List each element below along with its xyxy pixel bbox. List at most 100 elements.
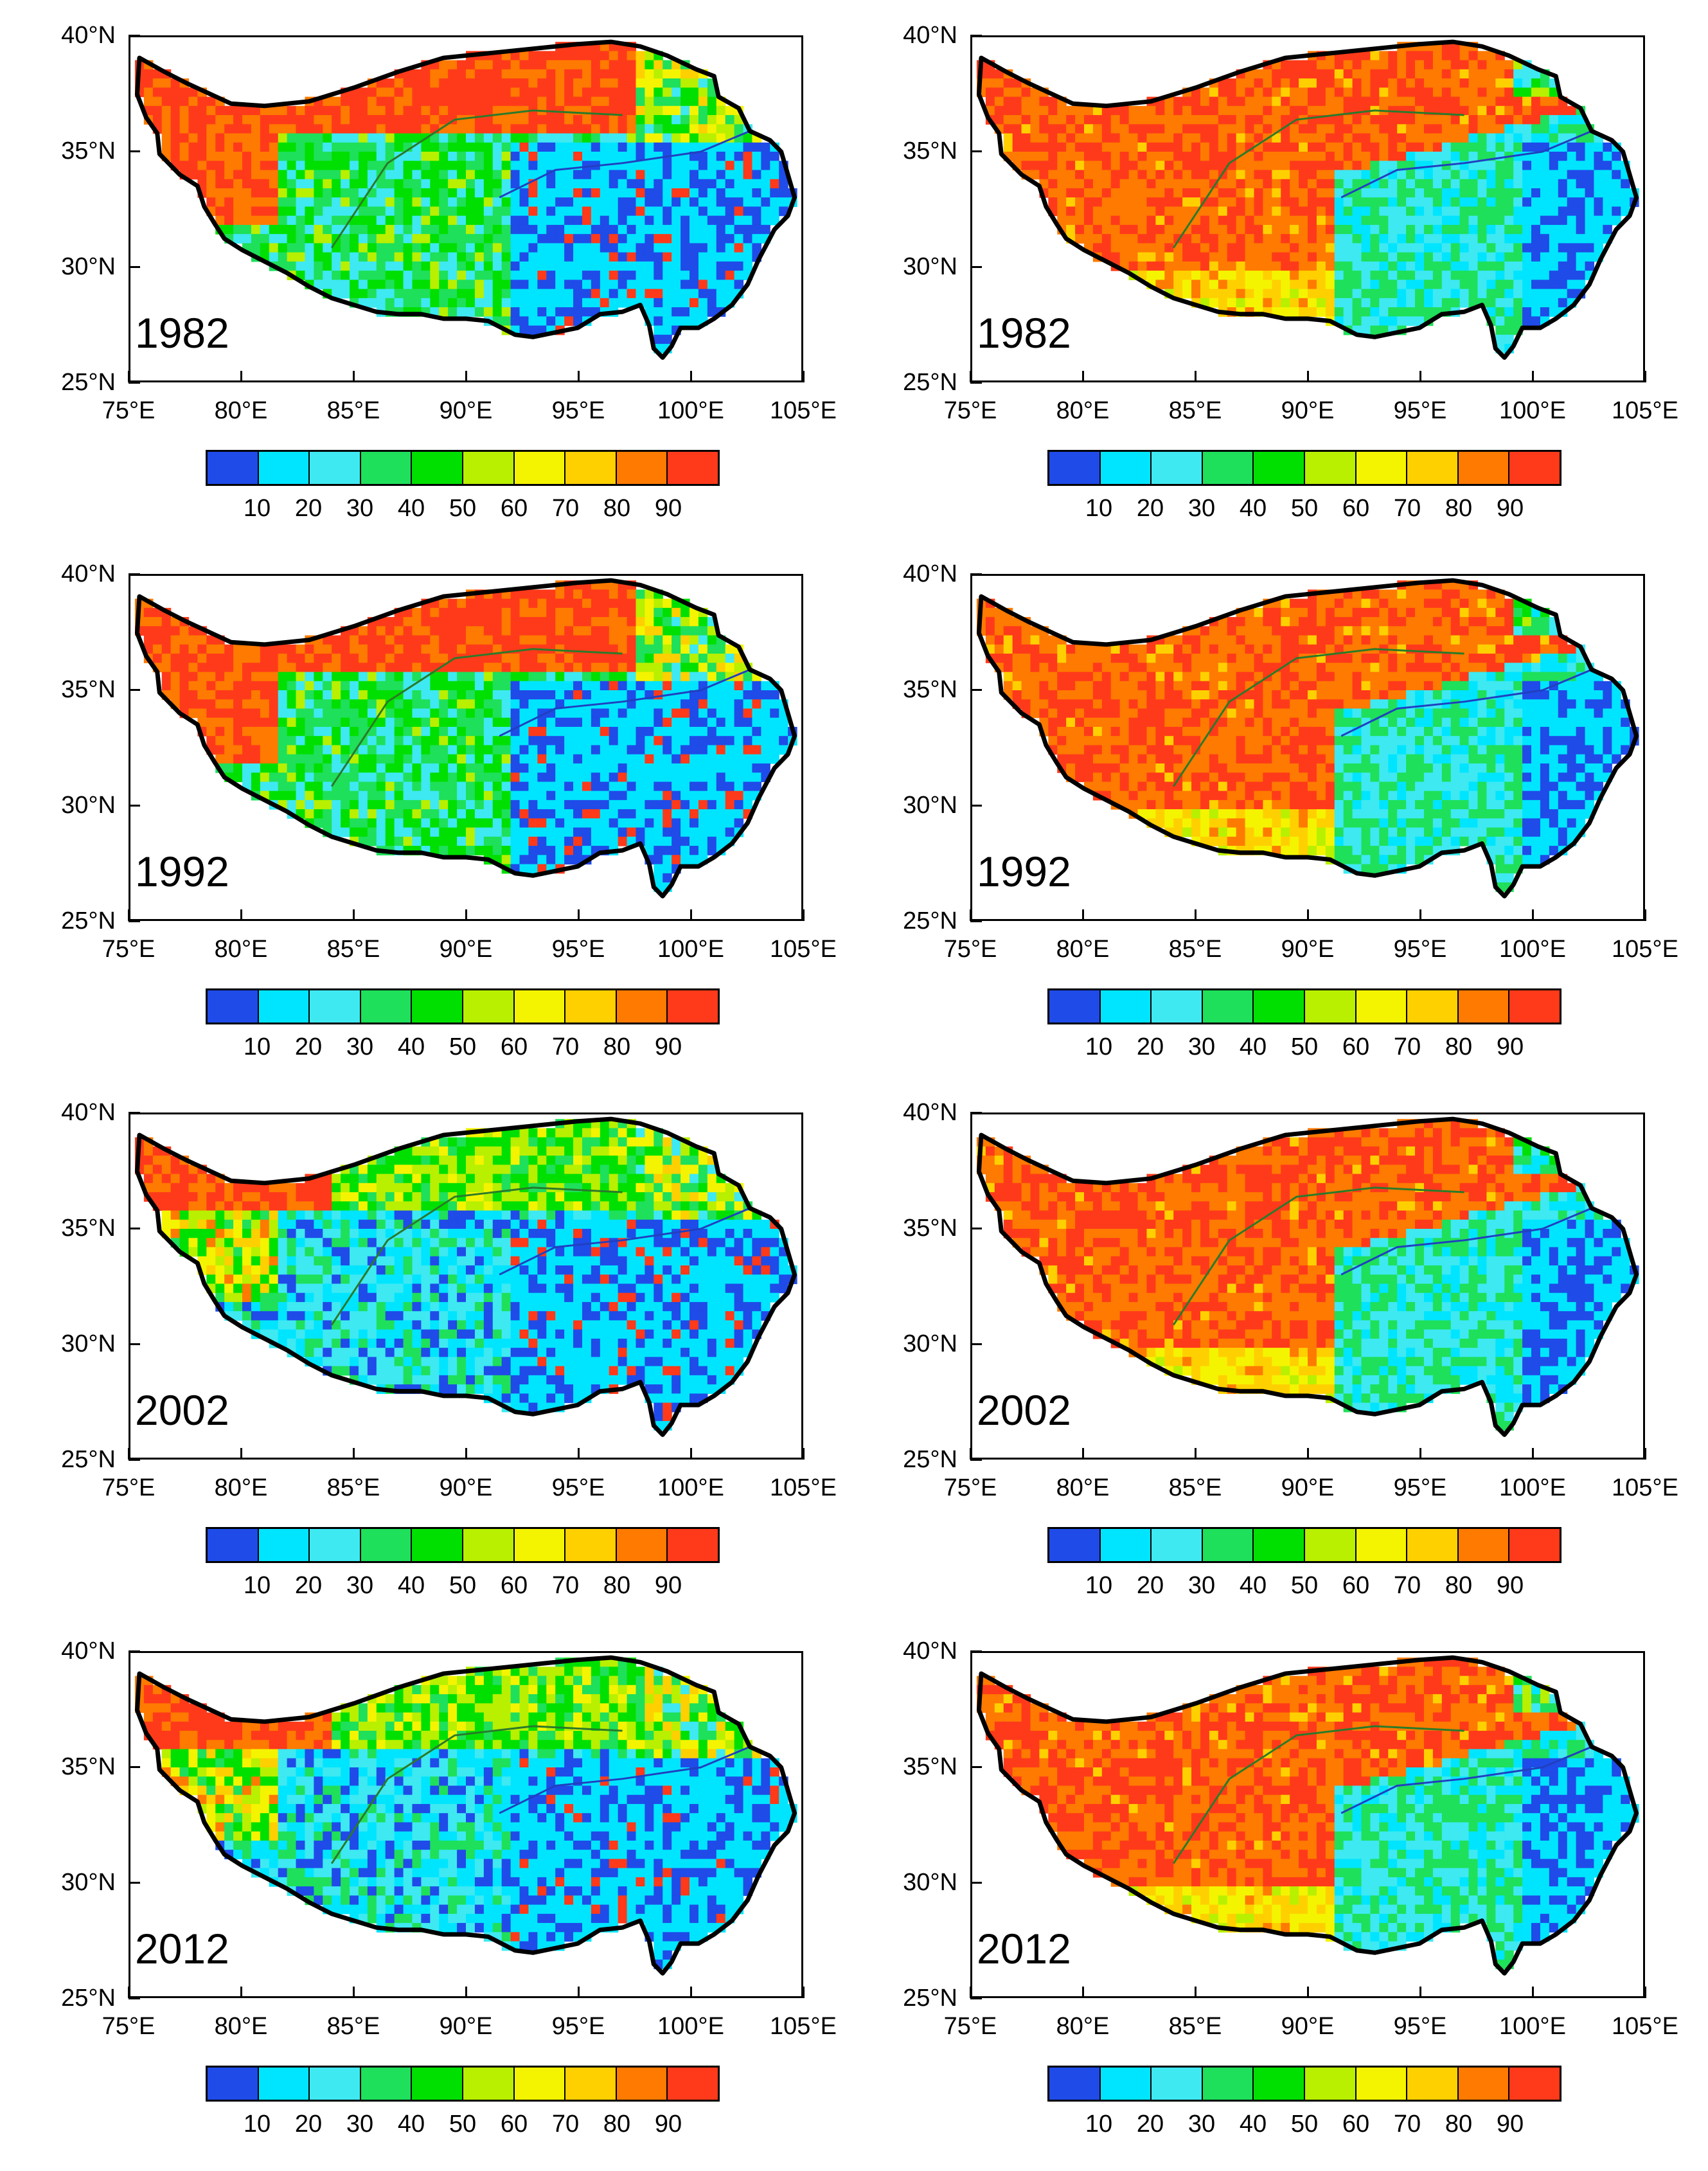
colorbar-label: 20 — [1136, 1033, 1164, 1060]
lon-tick-mark — [1195, 371, 1196, 382]
lon-tick-mark — [1644, 371, 1646, 382]
lat-tick-label: 30°N — [903, 253, 957, 280]
colorbar-label: 10 — [243, 1033, 271, 1060]
lon-tick-mark — [970, 1448, 972, 1460]
colorbar-swatch — [1254, 1529, 1305, 1561]
lon-tick-mark — [1082, 909, 1084, 921]
colorbar-swatch — [1202, 1529, 1254, 1561]
year-label: 2002 — [135, 1386, 229, 1434]
lon-tick-label: 90°E — [439, 936, 493, 963]
lon-tick-mark — [1195, 1987, 1196, 1998]
lat-tick-label: 35°N — [61, 1753, 116, 1780]
colorbar-swatch — [1509, 2068, 1560, 2100]
colorbar-label: 90 — [1496, 495, 1524, 522]
lon-tick-mark — [1532, 1448, 1534, 1460]
colorbar-swatch — [208, 2068, 259, 2100]
colorbar-swatch — [258, 990, 310, 1023]
colorbar-label: 50 — [1290, 495, 1319, 522]
colorbar-label: 30 — [1188, 1572, 1216, 1599]
lon-tick-label: 95°E — [1393, 2013, 1447, 2040]
lat-tick-label: 35°N — [903, 1753, 957, 1780]
plateau-outline — [134, 1116, 797, 1437]
colorbar-label: 80 — [1445, 495, 1473, 522]
lat-tick-mark — [129, 920, 140, 922]
colorbar-swatch — [616, 1529, 668, 1561]
lon-tick-mark — [353, 371, 355, 382]
basin-boundary-line — [1340, 1746, 1592, 1814]
map-plot-area — [970, 1112, 1645, 1460]
lon-tick-label: 85°E — [1168, 936, 1222, 963]
colorbar-swatch — [1254, 2068, 1305, 2100]
basin-boundary-line — [330, 1186, 623, 1326]
lat-tick-mark — [970, 1997, 982, 1999]
lon-tick-label: 105°E — [1612, 2013, 1678, 2040]
year-label: 2012 — [977, 1925, 1071, 1972]
basin-boundary-line — [499, 1746, 751, 1814]
lon-tick-mark — [1307, 1448, 1309, 1460]
colorbar-swatch — [258, 1529, 310, 1561]
lat-tick-label: 25°N — [61, 369, 116, 396]
lon-tick-mark — [1195, 1448, 1196, 1460]
lon-tick-mark — [1082, 1448, 1084, 1460]
colorbar-swatch — [565, 452, 617, 484]
colorbar-label: 50 — [449, 1572, 477, 1599]
lon-tick-mark — [1644, 1448, 1646, 1460]
lat-tick-mark — [129, 1343, 140, 1345]
lon-tick-label: 100°E — [657, 397, 724, 424]
colorbar-swatch — [1509, 990, 1560, 1023]
colorbar-swatch — [208, 990, 259, 1023]
colorbar-swatch — [1356, 1529, 1408, 1561]
lon-tick-label: 75°E — [102, 397, 156, 424]
colorbar-swatch — [616, 990, 668, 1023]
colorbar-label: 90 — [1496, 1572, 1524, 1599]
colorbar-label: 40 — [1239, 2111, 1267, 2138]
lon-tick-label: 85°E — [1168, 1474, 1222, 1501]
colorbar-swatch — [1458, 2068, 1510, 2100]
lat-tick-mark — [129, 1997, 140, 1999]
lon-tick-mark — [970, 909, 972, 921]
lon-tick-mark — [240, 371, 242, 382]
lon-tick-label: 90°E — [439, 397, 493, 424]
colorbar-swatch — [208, 1529, 259, 1561]
lon-tick-mark — [1195, 909, 1196, 921]
colorbar-swatch — [1509, 452, 1560, 484]
colorbar-label: 70 — [1393, 1572, 1421, 1599]
map-plot-area — [129, 1112, 803, 1460]
colorbar-swatch — [412, 1529, 463, 1561]
map-panel-2002-left: 2002 40°N 35°N 30°N 25°N 75°E 80°E 85°E 90°E 95°E… — [0, 1077, 855, 1620]
colorbar-label: 20 — [294, 495, 323, 522]
colorbar-swatch — [668, 990, 718, 1023]
lat-tick-mark — [970, 689, 982, 691]
colorbar-label: 30 — [346, 495, 374, 522]
lon-tick-label: 105°E — [770, 2013, 837, 2040]
colorbar-swatch — [1407, 990, 1459, 1023]
plateau-outline — [134, 39, 797, 360]
colorbar-label: 60 — [1342, 1572, 1370, 1599]
lat-tick-label: 30°N — [61, 792, 116, 819]
lon-tick-mark — [465, 1448, 467, 1460]
lon-tick-label: 75°E — [102, 936, 156, 963]
lat-tick-label: 40°N — [61, 1638, 116, 1665]
colorbar-swatch — [1254, 990, 1305, 1023]
colorbar-label: 30 — [1188, 1033, 1216, 1060]
colorbar-label: 80 — [603, 1033, 631, 1060]
colorbar-swatch — [1202, 2068, 1254, 2100]
lon-tick-label: 75°E — [943, 936, 997, 963]
lat-tick-mark — [970, 920, 982, 922]
lon-tick-label: 105°E — [770, 397, 837, 424]
colorbar-label: 50 — [1290, 1572, 1319, 1599]
colorbar-swatch — [258, 2068, 310, 2100]
basin-boundary-line — [330, 109, 623, 249]
lon-tick-label: 100°E — [657, 2013, 724, 2040]
colorbar-swatch — [565, 990, 617, 1023]
colorbar-label: 80 — [1445, 1572, 1473, 1599]
lon-tick-label: 100°E — [657, 936, 724, 963]
colorbar-label: 60 — [1342, 1033, 1370, 1060]
year-label: 2012 — [135, 1925, 229, 1972]
lat-tick-mark — [129, 1228, 140, 1229]
colorbar — [206, 1527, 720, 1563]
map-svg — [134, 39, 797, 360]
colorbar-label: 60 — [1342, 2111, 1370, 2138]
colorbar-swatch — [1304, 1529, 1357, 1561]
colorbar-label: 10 — [243, 1572, 271, 1599]
